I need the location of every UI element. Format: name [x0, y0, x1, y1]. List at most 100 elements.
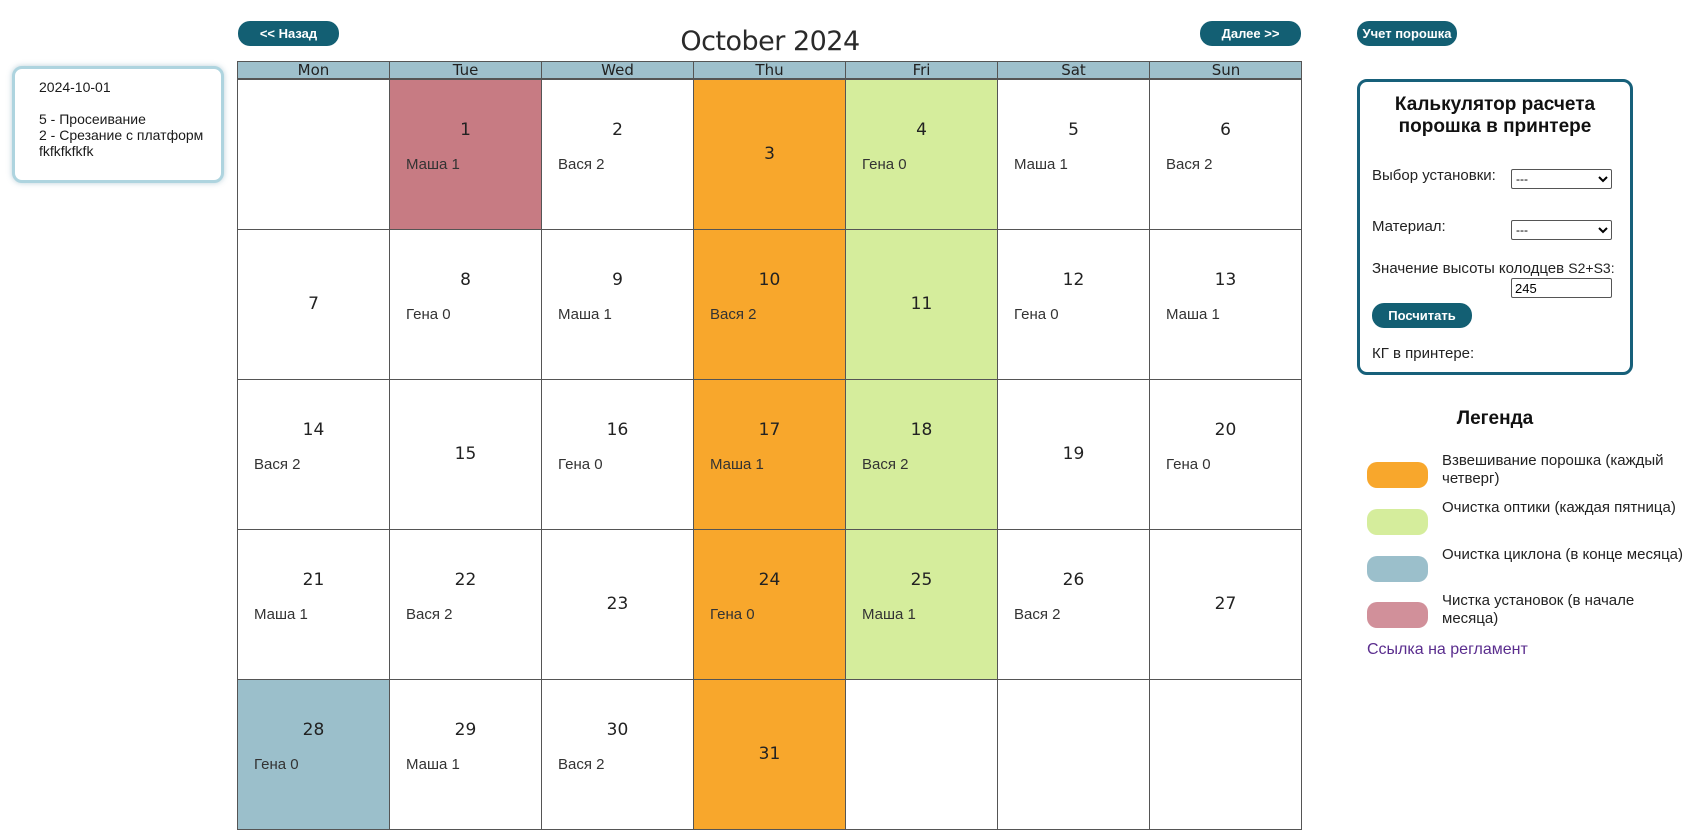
- day-number: 26: [1062, 570, 1085, 590]
- assignee-label: Вася 2: [558, 156, 605, 173]
- assignee-label: Вася 2: [254, 456, 301, 473]
- legend-label: Взвешивание порошка (каждый четверг): [1442, 452, 1664, 487]
- day-number: 25: [910, 570, 933, 590]
- day-number: 14: [302, 420, 325, 440]
- day-number: 27: [1214, 594, 1237, 614]
- installation-label: Выбор установки:: [1372, 167, 1496, 184]
- legend-swatch: [1367, 462, 1428, 488]
- day-number: 30: [606, 720, 629, 740]
- day-number: 24: [758, 570, 781, 590]
- day-number: 12: [1062, 270, 1085, 290]
- day-number: 28: [302, 720, 325, 740]
- calendar-day-cell[interactable]: 15: [390, 379, 542, 529]
- powder-calculator: Калькулятор расчета порошка в принтере В…: [1357, 79, 1633, 375]
- calendar-day-cell[interactable]: 4 Гена 0: [846, 79, 998, 229]
- assignee-label: Маша 1: [1014, 156, 1068, 173]
- material-label: Материал:: [1372, 218, 1446, 235]
- calendar-empty-cell: [998, 679, 1150, 829]
- calendar-grid: 1 Маша 1 2 Вася 2 3 4 Гена 0 5 Маша 1 6 Вася 2 7 8 Ге…: [237, 79, 1302, 830]
- calculator-title-line: Калькулятор расчета: [1394, 94, 1596, 115]
- calendar-day-cell[interactable]: 17 Маша 1: [694, 379, 846, 529]
- assignee-label: Гена 0: [710, 606, 755, 623]
- day-number: 10: [758, 270, 781, 290]
- calendar-day-cell[interactable]: 18 Вася 2: [846, 379, 998, 529]
- legend-swatch: [1367, 602, 1428, 628]
- assignee-label: Гена 0: [406, 306, 451, 323]
- calendar-day-cell[interactable]: 30 Вася 2: [542, 679, 694, 829]
- assignee-label: Маша 1: [406, 156, 460, 173]
- assignee-label: Маша 1: [254, 606, 308, 623]
- calendar-day-cell[interactable]: 23: [542, 529, 694, 679]
- next-month-button[interactable]: Далее >>: [1200, 21, 1301, 46]
- calendar-day-cell[interactable]: 22 Вася 2: [390, 529, 542, 679]
- installation-select[interactable]: ---: [1511, 169, 1612, 189]
- legend-swatch: [1367, 556, 1428, 582]
- day-number: 22: [454, 570, 477, 590]
- assignee-label: Маша 1: [558, 306, 612, 323]
- weekday-label: Wed: [542, 62, 694, 78]
- info-line: 5 - Просеивание: [39, 111, 146, 127]
- calendar-day-cell[interactable]: 3: [694, 79, 846, 229]
- calendar-day-cell[interactable]: 8 Гена 0: [390, 229, 542, 379]
- day-number: 21: [302, 570, 325, 590]
- day-number: 7: [308, 294, 319, 314]
- calendar-day-cell[interactable]: 11: [846, 229, 998, 379]
- weekday-header: Mon Tue Wed Thu Fri Sat Sun: [237, 61, 1302, 79]
- legend-item: Чистка установок (в начале месяца): [1367, 592, 1677, 632]
- day-number: 29: [454, 720, 477, 740]
- prev-month-button[interactable]: << Назад: [238, 21, 339, 46]
- day-number: 3: [764, 144, 775, 164]
- day-number: 9: [612, 270, 623, 290]
- calendar-day-cell[interactable]: 9 Маша 1: [542, 229, 694, 379]
- calendar-day-cell[interactable]: 2 Вася 2: [542, 79, 694, 229]
- day-number: 4: [916, 120, 927, 140]
- calendar-day-cell[interactable]: 19: [998, 379, 1150, 529]
- calendar-day-cell[interactable]: 1 Маша 1: [390, 79, 542, 229]
- day-number: 13: [1214, 270, 1237, 290]
- regulation-link[interactable]: Ссылка на регламент: [1367, 641, 1528, 658]
- calendar-day-cell[interactable]: 5 Маша 1: [998, 79, 1150, 229]
- legend-item: Очистка циклона (в конце месяца): [1367, 546, 1683, 586]
- selected-date: 2024-10-01: [39, 79, 111, 95]
- day-number: 5: [1068, 120, 1079, 140]
- calendar-day-cell[interactable]: 13 Маша 1: [1150, 229, 1302, 379]
- calendar-day-cell[interactable]: 28 Гена 0: [238, 679, 390, 829]
- assignee-label: Вася 2: [1166, 156, 1213, 173]
- calculate-button[interactable]: Посчитать: [1372, 303, 1472, 328]
- calendar-day-cell[interactable]: 14 Вася 2: [238, 379, 390, 529]
- calendar-day-cell[interactable]: 10 Вася 2: [694, 229, 846, 379]
- assignee-label: Гена 0: [1166, 456, 1211, 473]
- legend-item: Взвешивание порошка (каждый четверг): [1367, 452, 1677, 492]
- legend-item: Очистка оптики (каждая пятница): [1367, 499, 1677, 539]
- height-input[interactable]: [1511, 278, 1612, 298]
- calendar-day-cell[interactable]: 27: [1150, 529, 1302, 679]
- height-label: Значение высоты колодцев S2+S3:: [1372, 260, 1615, 277]
- day-number: 16: [606, 420, 629, 440]
- assignee-label: Вася 2: [406, 606, 453, 623]
- calendar-day-cell[interactable]: 25 Маша 1: [846, 529, 998, 679]
- calendar-day-cell[interactable]: 7: [238, 229, 390, 379]
- assignee-label: Гена 0: [254, 756, 299, 773]
- calendar-day-cell[interactable]: 24 Гена 0: [694, 529, 846, 679]
- calendar-day-cell[interactable]: 16 Гена 0: [542, 379, 694, 529]
- calendar-day-cell[interactable]: 20 Гена 0: [1150, 379, 1302, 529]
- calendar-day-cell[interactable]: 26 Вася 2: [998, 529, 1150, 679]
- calendar-day-cell[interactable]: 6 Вася 2: [1150, 79, 1302, 229]
- weekday-label: Sun: [1211, 61, 1241, 79]
- calendar-day-cell[interactable]: 31: [694, 679, 846, 829]
- selected-day-info-card: 2024-10-01 5 - Просеивание 2 - Срезание …: [12, 66, 224, 183]
- day-number: 6: [1220, 120, 1231, 140]
- day-number: 1: [460, 120, 471, 140]
- weekday-label: Sat: [998, 62, 1150, 78]
- info-line: fkfkfkfkfk: [39, 143, 94, 159]
- weekday-label: Fri: [846, 62, 998, 78]
- day-number: 31: [758, 744, 781, 764]
- result-label: КГ в принтере:: [1372, 345, 1475, 362]
- assignee-label: Маша 1: [862, 606, 916, 623]
- calendar-day-cell[interactable]: 12 Гена 0: [998, 229, 1150, 379]
- legend-label: Чистка установок (в начале месяца): [1442, 592, 1635, 627]
- calendar-day-cell[interactable]: 29 Маша 1: [390, 679, 542, 829]
- powder-accounting-button[interactable]: Учет порошка: [1357, 21, 1457, 46]
- material-select[interactable]: ---: [1511, 220, 1612, 240]
- calendar-day-cell[interactable]: 21 Маша 1: [238, 529, 390, 679]
